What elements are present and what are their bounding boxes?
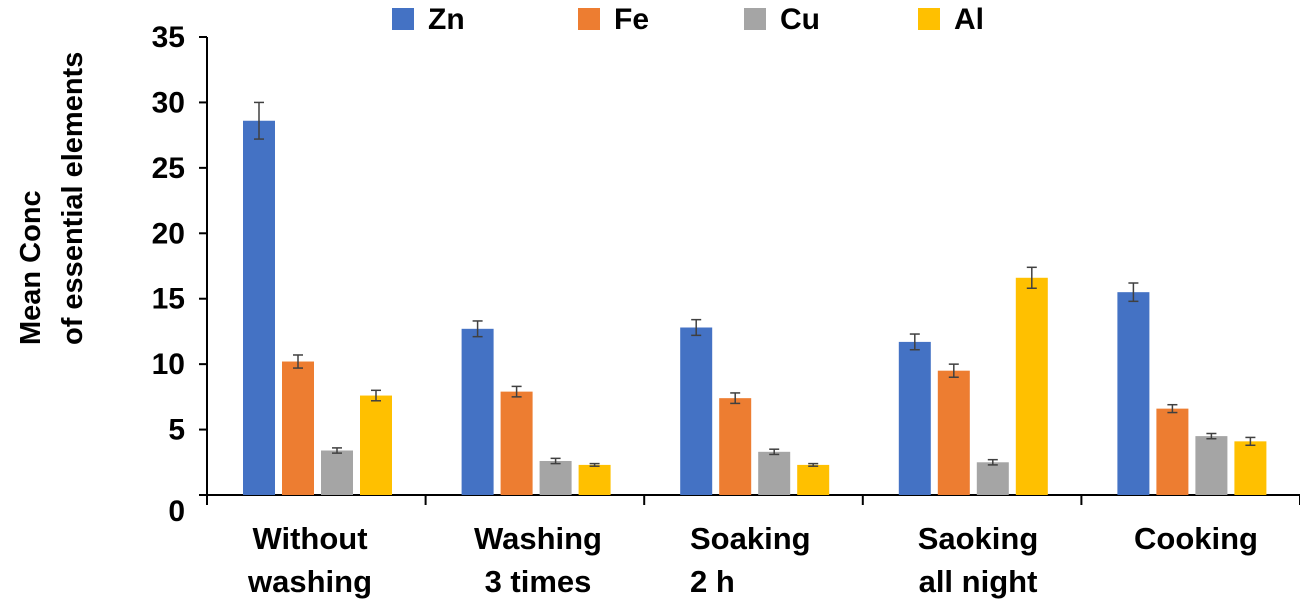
bar-zn-1: [243, 120, 275, 496]
x-axis-categories: Without washing Washing 3 times Soaking 2 h Sa…: [247, 521, 1258, 599]
error-bar-al-4: [1026, 266, 1037, 289]
bar-fe-3: [719, 398, 752, 495]
bar-zn-4: [898, 341, 931, 495]
bar-al-3: [797, 464, 830, 495]
bar-fe-5: [1156, 408, 1189, 495]
legend-item-zn: Zn: [392, 3, 465, 36]
bar-cu-5: [1195, 436, 1228, 495]
bar-al-2: [578, 464, 611, 495]
bar-al-1: [360, 395, 392, 495]
y-tick-label: 10: [152, 348, 185, 381]
bar-al-4: [1015, 277, 1048, 495]
bar-cu-2: [539, 460, 572, 495]
bar-zn-3: [680, 327, 713, 495]
legend-swatch: [392, 8, 414, 30]
error-bar-cu-1: [332, 447, 342, 454]
error-bar-fe-2: [511, 385, 522, 398]
y-tick-label: 5: [168, 414, 185, 447]
legend-item-al: Al: [918, 3, 984, 36]
legend-label: Cu: [780, 3, 820, 36]
error-bar-fe-3: [730, 392, 741, 405]
bar-fe-4: [937, 370, 970, 495]
bar-fe-2: [500, 391, 533, 495]
y-tick-label: 0: [168, 495, 185, 528]
error-bar-cu-3: [769, 448, 780, 456]
y-tick-label: 30: [152, 86, 185, 119]
bar-zn-2: [461, 328, 494, 495]
y-tick-label: 35: [152, 21, 185, 54]
legend: Zn Fe Cu Al: [392, 3, 984, 36]
y-tick-label: 15: [152, 283, 185, 316]
bar-cu-1: [321, 450, 353, 495]
bar-fe-1: [282, 361, 314, 495]
y-axis-ticks: 0 5 10 15 20 25 30 35: [152, 21, 207, 528]
category-label-1: washing: [247, 564, 372, 599]
legend-label: Zn: [428, 3, 465, 36]
error-bar-al-1: [371, 389, 381, 402]
error-bar-zn-5: [1128, 282, 1139, 303]
error-bar-zn-3: [691, 318, 702, 337]
bar-cu-3: [758, 451, 791, 495]
category-label-2: Washing: [474, 521, 602, 556]
legend-swatch: [744, 8, 766, 30]
error-bar-cu-2: [550, 457, 561, 465]
legend-item-cu: Cu: [744, 3, 820, 36]
bars: [243, 101, 1267, 496]
error-bar-zn-2: [472, 320, 483, 338]
category-label-4: Saoking: [918, 521, 1039, 556]
error-bar-zn-4: [909, 333, 920, 351]
error-bar-al-5: [1245, 436, 1256, 447]
bar-al-5: [1234, 441, 1267, 495]
legend-swatch: [918, 8, 940, 30]
category-label-2: 3 times: [485, 564, 592, 599]
category-label-1: Without: [252, 521, 367, 556]
error-bar-zn-1: [254, 101, 264, 140]
y-axis-label-line-2: of essential elements: [57, 52, 89, 345]
bar-zn-5: [1117, 292, 1150, 495]
error-bar-fe-4: [948, 363, 959, 378]
legend-label: Fe: [614, 3, 649, 36]
category-label-3: 2 h: [690, 564, 735, 599]
category-label-5: Cooking: [1134, 521, 1258, 556]
y-axis-label-line-1: Mean Conc: [15, 190, 47, 345]
error-bar-fe-5: [1167, 403, 1178, 414]
error-bar-cu-5: [1206, 432, 1217, 440]
legend-swatch: [578, 8, 600, 30]
bar-cu-4: [976, 462, 1009, 495]
legend-item-fe: Fe: [578, 3, 649, 36]
y-tick-label: 25: [152, 152, 185, 185]
error-bar-al-3: [808, 462, 819, 467]
error-bar-al-2: [589, 462, 600, 467]
error-bar-fe-1: [293, 354, 303, 369]
y-tick-label: 20: [152, 217, 185, 250]
category-label-4: all night: [919, 564, 1038, 599]
error-bar-cu-4: [987, 458, 998, 466]
category-label-3: Soaking: [690, 521, 811, 556]
y-axis-label: Mean Conc of essential elements: [15, 52, 89, 345]
legend-label: Al: [954, 3, 984, 36]
